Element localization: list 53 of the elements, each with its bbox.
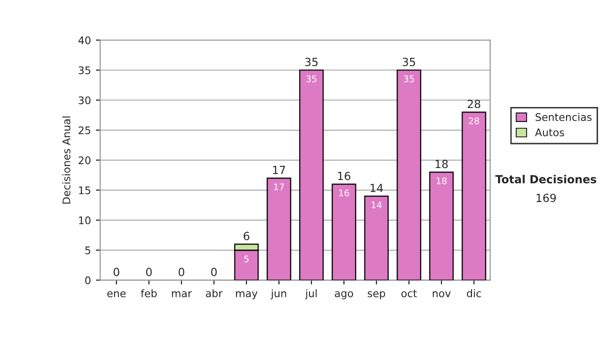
total-label: 0 [178, 268, 184, 276]
x-tick-label: sep [368, 291, 386, 300]
total-label: 35 [402, 58, 416, 66]
data-label: 28 [468, 117, 480, 124]
legend-label: Autos [535, 128, 564, 136]
bar [429, 172, 454, 280]
x-tick-label: dic [466, 289, 481, 298]
total-label: 0 [211, 268, 217, 276]
data-label: 18 [436, 177, 447, 184]
total-label: 0 [146, 268, 152, 276]
data-label: 14 [372, 202, 382, 208]
bar [299, 70, 324, 280]
bar [462, 112, 486, 280]
y-tick-label: 0 [85, 276, 90, 284]
total-label: 35 [305, 58, 318, 66]
data-label: 35 [404, 75, 414, 82]
total-label: 6 [244, 232, 250, 240]
x-tick-label: ene [107, 291, 126, 298]
y-tick-label: 25 [78, 126, 90, 134]
total-label: 28 [468, 100, 480, 108]
y-tick-label: 35 [78, 66, 90, 74]
total-label: 17 [273, 166, 286, 174]
total-label: 0 [114, 268, 120, 276]
bar [332, 184, 356, 280]
x-tick-label: oct [401, 290, 417, 298]
x-tick-label: jun [270, 289, 286, 300]
data-label: 35 [306, 75, 316, 82]
bar [396, 70, 422, 280]
x-tick-label: may [236, 291, 258, 300]
x-tick-label: abr [206, 289, 223, 298]
x-tick-label: nov [432, 291, 451, 298]
total-label: 18 [436, 160, 448, 168]
y-tick-label: 10 [79, 216, 90, 224]
y-tick-label: 5 [85, 246, 90, 254]
y-axis-title: Decisiones Anual [62, 116, 70, 204]
total-label: 14 [370, 184, 383, 192]
total-label: 16 [338, 172, 350, 180]
bar [266, 178, 292, 280]
y-tick-label: 40 [78, 36, 90, 44]
x-tick-label: ago [334, 291, 354, 300]
y-tick-label: 20 [78, 156, 90, 164]
x-tick-label: mar [172, 291, 192, 298]
legend-label: Sentencias [536, 112, 592, 122]
x-tick-label: feb [140, 289, 157, 298]
x-tick-label: jul [305, 289, 317, 300]
bar [364, 196, 389, 280]
y-tick-label: 30 [78, 96, 90, 104]
data-label: 16 [339, 189, 350, 196]
data-label: 5 [244, 256, 249, 262]
y-tick-label: 15 [79, 186, 90, 194]
data-label: 17 [274, 184, 284, 190]
text: Total Decisiones [495, 174, 596, 184]
text: 169 [536, 194, 556, 202]
